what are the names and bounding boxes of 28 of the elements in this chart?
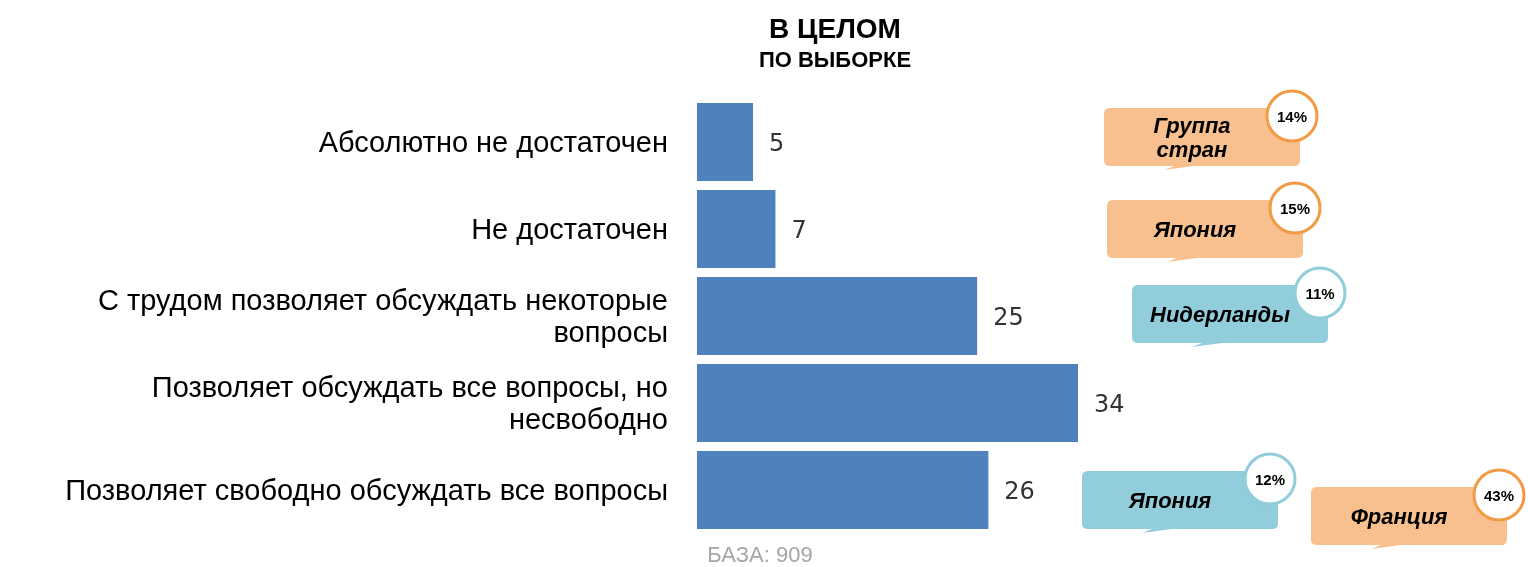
- data-label: 7: [791, 216, 807, 244]
- text: 12%: [1254, 471, 1286, 488]
- text: Нидерланды: [1150, 302, 1291, 327]
- y-tick-label: Не достаточен: [471, 213, 668, 245]
- bar: [697, 190, 776, 268]
- data-label: 25: [993, 303, 1024, 331]
- bar: [697, 103, 754, 181]
- text: 43%: [1483, 487, 1515, 504]
- text: 14%: [1276, 108, 1308, 125]
- y-tick-label: Абсолютно не достаточен: [318, 126, 668, 158]
- text: 11%: [1305, 285, 1335, 302]
- text: БАЗА: 909: [707, 542, 813, 567]
- text: Япония: [1127, 488, 1212, 513]
- bar: [697, 277, 978, 355]
- chart-title: В ЦЕЛОМ: [769, 13, 901, 44]
- text: Япония: [1152, 217, 1237, 242]
- data-label: 34: [1094, 390, 1125, 418]
- text: Группа стран: [1153, 113, 1231, 162]
- data-label: 5: [769, 129, 785, 157]
- y-tick-label: Позволяет обсуждать все вопросы, но несвободно: [151, 371, 668, 435]
- y-tick-label: С трудом позволяет обсуждать некоторые вопросы: [97, 284, 668, 348]
- bar: [697, 364, 1078, 442]
- data-label: 26: [1004, 477, 1035, 505]
- chart-subtitle: ПО ВЫБОРКЕ: [758, 47, 912, 72]
- text: Франция: [1350, 504, 1448, 529]
- y-tick-label: Позволяет свободно обсуждать все вопросы: [65, 474, 668, 506]
- bar: [697, 451, 989, 529]
- text: 15%: [1279, 200, 1311, 217]
